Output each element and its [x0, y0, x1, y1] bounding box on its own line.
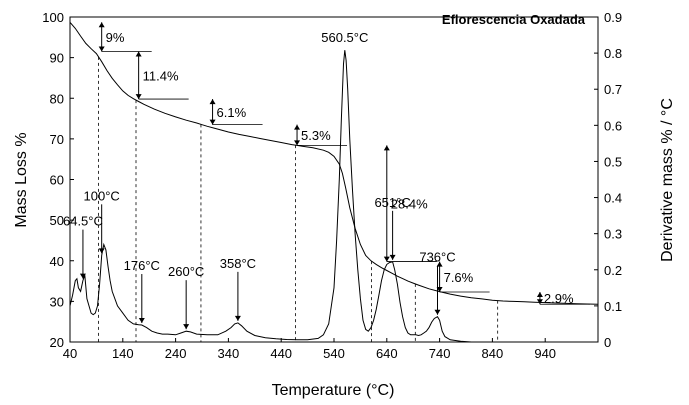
y-left-tick-label: 70 — [50, 132, 64, 147]
step-arrow-head-top — [383, 145, 390, 151]
x-tick-label: 940 — [534, 346, 556, 361]
peak-label: 560.5°C — [321, 30, 368, 45]
peak-label: 100°C — [84, 188, 120, 203]
step-arrow-head-top — [294, 124, 301, 130]
x-axis-title: Temperature (°C) — [272, 382, 395, 399]
y-right-tick-label: 0.9 — [604, 10, 622, 25]
step-arrow-head-top — [98, 22, 105, 28]
peak-arrow-head — [183, 324, 190, 330]
y-right-tick-label: 0.7 — [604, 82, 622, 97]
x-tick-label: 640 — [376, 346, 398, 361]
y-right-tick-label: 0.2 — [604, 263, 622, 278]
step-arrow-head-bottom — [98, 46, 105, 52]
step-arrow-head-top — [209, 99, 216, 105]
y-right-tick-label: 0.5 — [604, 154, 622, 169]
x-tick-label: 540 — [323, 346, 345, 361]
series-layer — [69, 21, 599, 343]
chart-title: Eflorescencia Oxadada — [442, 12, 586, 27]
step-label: 5.3% — [301, 128, 331, 143]
peak-label: 358°C — [220, 256, 256, 271]
x-tick-label: 140 — [112, 346, 134, 361]
peak-arrow-head — [98, 248, 105, 254]
peak-annotations: 64.5°C 100°C 176°C 260°C 358°C 560.5°C 651°C 73… — [63, 30, 456, 330]
y-left-tick-label: 20 — [50, 335, 64, 350]
peak-arrow-head — [138, 318, 145, 324]
y-left-tick-label: 80 — [50, 91, 64, 106]
derivative-mass-curve — [69, 50, 482, 343]
step-label: 11.4% — [143, 68, 179, 83]
step-arrow-head-bottom — [209, 119, 216, 125]
step-arrow-head-top — [436, 261, 443, 267]
y-right-tick-label: 0 — [604, 335, 611, 350]
peak-label: 64.5°C — [63, 214, 103, 229]
y-left-tick-label: 40 — [50, 254, 64, 269]
step-arrow-head-bottom — [294, 140, 301, 146]
peak-arrow-head — [79, 273, 86, 279]
x-tick-label: 740 — [429, 346, 451, 361]
x-tick-label: 840 — [482, 346, 504, 361]
peak-arrow-head — [234, 315, 241, 321]
y-right-tick-label: 0.6 — [604, 118, 622, 133]
plot-frame — [69, 16, 599, 343]
x-tick-label: 340 — [218, 346, 240, 361]
y-left-tick-label: 60 — [50, 173, 64, 188]
y-left-tick-label: 50 — [50, 213, 64, 228]
y-left-tick-label: 30 — [50, 294, 64, 309]
step-arrow-head-bottom — [383, 256, 390, 262]
y-right-axis-title: Derivative mass % / °C — [659, 98, 676, 262]
y-right-tick-label: 0.4 — [604, 191, 622, 206]
step-label: 6.1% — [217, 105, 247, 120]
x-tick-label: 40 — [63, 346, 77, 361]
mass-loss-curve — [69, 21, 599, 305]
step-label: 9% — [106, 30, 125, 45]
step-arrow-head-top — [135, 51, 142, 57]
peak-label: 176°C — [124, 258, 160, 273]
peak-label: 736°C — [419, 250, 455, 265]
y-left-axis-title: Mass Loss % — [13, 132, 30, 227]
step-arrow-head-top — [536, 292, 543, 298]
peak-label: 651°C — [374, 195, 410, 210]
peak-arrow-head — [389, 254, 396, 260]
step-label: 28.4% — [391, 196, 428, 211]
y-right-tick-label: 0.8 — [604, 46, 622, 61]
step-label: 7.6% — [444, 270, 474, 285]
x-tick-label: 240 — [165, 346, 187, 361]
mass-step-annotations: 9%11.4%6.1%5.3%28.4%7.6%2.9% — [98, 22, 590, 306]
dashed-markers — [98, 56, 499, 342]
step-arrow-head-bottom — [436, 287, 443, 293]
x-tick-label: 440 — [270, 346, 292, 361]
peak-label: 260°C — [168, 264, 204, 279]
axes: 40 140 240 340 440 540 640 740 840 940 20 30 40 50 60 7… — [42, 10, 622, 361]
step-arrow-head-bottom — [135, 94, 142, 100]
step-arrow-head-bottom — [536, 299, 543, 305]
y-right-tick-label: 0.1 — [604, 299, 622, 314]
y-left-tick-label: 90 — [50, 51, 64, 66]
peak-arrow-head — [434, 309, 441, 315]
y-left-tick-label: 100 — [42, 10, 64, 25]
y-right-tick-label: 0.3 — [604, 227, 622, 242]
